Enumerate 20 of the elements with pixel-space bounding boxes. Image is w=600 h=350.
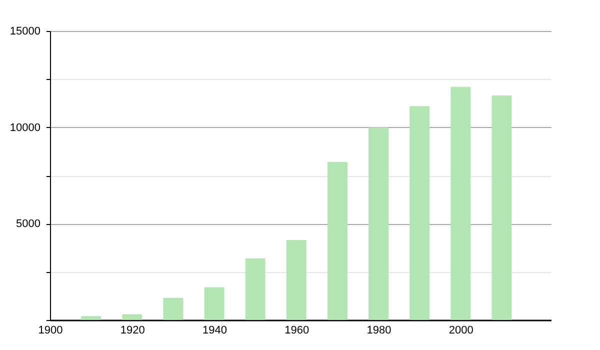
bar [286,240,306,320]
bar [163,298,184,320]
bar [450,86,471,320]
bar [492,96,512,320]
y-tick-label: 15000 [10,26,40,38]
y-tick-label: 10000 [10,122,40,134]
x-tick-label: 1980 [366,324,392,336]
bar [327,162,348,320]
bar [204,287,224,320]
x-tick-label: 1900 [38,324,63,336]
bar [368,127,389,320]
bar [81,316,102,320]
x-tick-label: 2000 [448,324,474,336]
x-tick-label: 1960 [284,324,310,336]
y-tick-label: 5000 [16,218,40,230]
x-tick-label: 1920 [120,324,145,336]
x-tick-label: 1940 [202,324,228,336]
bar [410,106,430,320]
bar [122,314,142,320]
bar [245,258,266,320]
